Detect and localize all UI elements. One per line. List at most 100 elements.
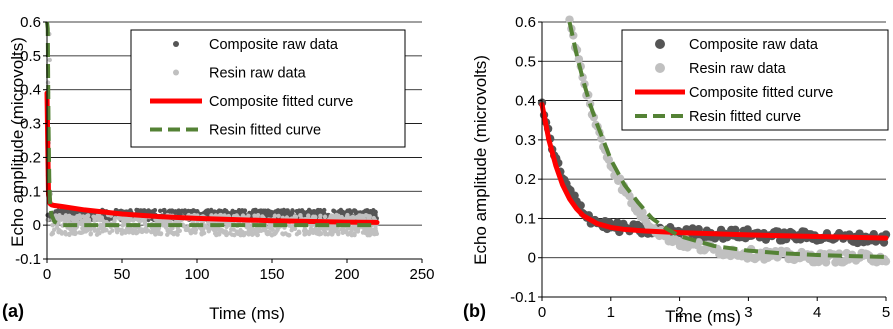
data-point (361, 216, 367, 221)
data-point (55, 216, 60, 222)
data-point (222, 213, 227, 218)
data-point (318, 208, 323, 213)
data-point (57, 208, 62, 214)
data-point (63, 213, 69, 218)
chart-panel-b: -0.100.10.20.30.40.50.60 1 2 3 4 5 Time (ms) … (463, 14, 891, 326)
legend-label: Composite raw data (689, 37, 819, 53)
legend-label: Resin fitted curve (689, 109, 801, 125)
data-point (181, 224, 187, 229)
data-point (193, 227, 199, 233)
legend-label: Composite fitted curve (209, 94, 353, 110)
y-tick-label: 0.6 (515, 14, 536, 31)
x-tick-label: 200 (334, 266, 359, 283)
data-point (101, 221, 107, 226)
data-point (47, 57, 52, 63)
data-point (271, 232, 276, 237)
data-point (340, 230, 346, 236)
legend-box (621, 29, 889, 131)
data-point (229, 232, 235, 237)
data-point (329, 226, 335, 232)
data-point (142, 221, 148, 226)
fitted-curve (567, 21, 887, 259)
x-tick-label: 0 (538, 304, 546, 321)
y-tick-label: 0.5 (515, 53, 536, 70)
data-point (307, 209, 312, 215)
data-point (322, 214, 328, 219)
data-point (281, 208, 286, 213)
y-axis-title: Echo amplitude (microvolts) (8, 37, 27, 247)
data-point (289, 227, 294, 233)
data-point (141, 217, 147, 222)
data-point (292, 214, 298, 219)
y-tick-label: 0.2 (515, 171, 536, 188)
data-point (597, 134, 606, 143)
x-tick-label: 250 (409, 266, 434, 283)
data-point (73, 226, 78, 232)
data-point (351, 208, 357, 213)
x-tick-label: 5 (882, 304, 890, 321)
data-point (267, 209, 273, 215)
fitted-curves (44, 21, 380, 228)
data-point (63, 232, 69, 237)
data-point (56, 220, 61, 226)
data-point (366, 216, 371, 221)
legend-marker (655, 63, 665, 73)
x-axis-title: Time (ms) (209, 304, 285, 323)
y-tick-label: 0.3 (20, 116, 41, 133)
data-point (176, 228, 181, 234)
data-point (158, 231, 164, 237)
data-point (298, 213, 303, 218)
data-point (100, 229, 105, 234)
data-point (175, 232, 180, 237)
data-point (615, 174, 625, 183)
x-tick-label: 4 (813, 304, 821, 321)
y-tick-label: 0.6 (20, 14, 41, 31)
data-point (118, 227, 123, 233)
data-point (367, 210, 373, 215)
data-point (284, 208, 289, 213)
data-point (80, 218, 85, 224)
y-tick-label: 0.4 (20, 82, 41, 99)
data-point (84, 214, 90, 220)
data-point (325, 232, 331, 237)
data-point (336, 209, 342, 214)
data-point (68, 226, 73, 232)
data-point (336, 231, 341, 237)
data-point (137, 226, 143, 232)
data-point (192, 208, 197, 214)
data-point (112, 218, 117, 223)
legend-label: Composite raw data (209, 37, 339, 53)
data-point (97, 213, 102, 219)
data-point (167, 230, 173, 235)
data-point (743, 225, 752, 234)
legend-label: Resin raw data (689, 61, 787, 77)
data-point (99, 225, 104, 230)
data-point (269, 225, 274, 231)
data-point (50, 223, 55, 228)
data-point (135, 230, 140, 235)
data-point (164, 221, 169, 226)
data-point (366, 227, 371, 232)
x-tick-label: 2 (675, 304, 683, 321)
legend-marker (173, 41, 179, 47)
legend-marker (655, 39, 665, 49)
legend-label: Composite fitted curve (689, 85, 833, 101)
data-point (311, 229, 317, 235)
data-point (110, 228, 115, 233)
data-point (250, 232, 255, 237)
data-point (371, 215, 376, 221)
data-point (75, 219, 80, 224)
data-point (171, 232, 176, 237)
data-point (79, 230, 85, 235)
data-point (143, 227, 149, 233)
data-point (290, 208, 295, 213)
legend: Composite raw data Resin raw data Composit… (130, 29, 406, 148)
y-tick-label: 0.4 (515, 93, 536, 110)
data-point (187, 229, 193, 234)
data-point (124, 227, 129, 232)
data-point (276, 210, 281, 216)
data-point (255, 229, 260, 235)
data-point (258, 208, 264, 213)
legend-label: Resin fitted curve (209, 123, 321, 139)
